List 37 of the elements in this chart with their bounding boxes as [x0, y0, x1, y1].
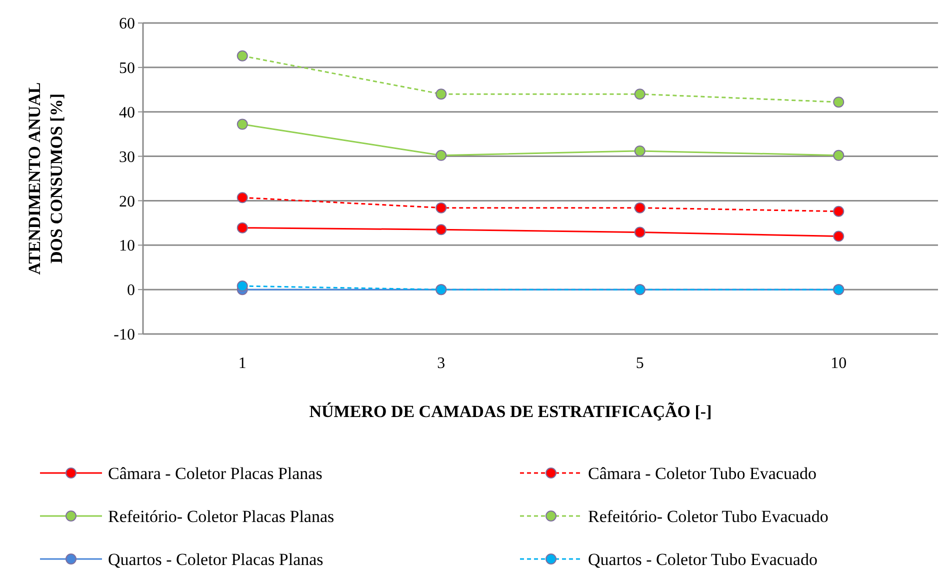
y-tick-label: 20	[119, 193, 135, 210]
point	[236, 280, 248, 292]
point	[436, 224, 447, 236]
legend-label: Quartos - Coletor Tubo Evacuado	[588, 550, 818, 569]
point	[634, 145, 646, 156]
x-tick-label: 3	[437, 355, 446, 372]
y-tick-label: -10	[114, 326, 135, 344]
point	[634, 88, 646, 100]
point	[833, 96, 844, 108]
point	[833, 206, 844, 217]
point	[833, 230, 844, 242]
legend-label: Câmara - Coletor Tubo Evacuado	[588, 464, 817, 483]
legend-label: Câmara - Coletor Placas Planas	[108, 464, 322, 483]
point	[833, 150, 844, 161]
point	[236, 118, 248, 130]
point	[436, 88, 447, 100]
y-tick-label: 60	[119, 16, 135, 33]
legend-label: Refeitório- Coletor Tubo Evacuado	[588, 506, 828, 526]
y-tick-label: 50	[119, 60, 135, 78]
point	[634, 202, 646, 214]
point	[436, 202, 447, 214]
point	[634, 226, 646, 238]
legend-label: Quartos - Coletor Placas Planas	[108, 550, 324, 569]
x-tick-label: 1	[238, 355, 246, 372]
y-tick-label: 30	[119, 148, 135, 166]
point	[236, 192, 248, 204]
point	[236, 222, 248, 234]
y-tick-label: 10	[119, 238, 135, 255]
x-axis-title: NÚMERO DE CAMADAS DE ESTRATIFICAÇÃO [-]	[309, 402, 712, 421]
y-tick-label: 0	[127, 282, 135, 300]
legend-label: Refeitório- Coletor Placas Planas	[108, 506, 334, 526]
y-axis-title: ATENDIMENTO ANUAL DOS CONSUMOS [%]	[25, 82, 66, 275]
point	[436, 150, 447, 161]
y-tick-label: 40	[119, 104, 135, 122]
x-tick-label: 10	[830, 355, 847, 372]
point	[236, 50, 248, 62]
x-tick-label: 5	[636, 355, 644, 372]
